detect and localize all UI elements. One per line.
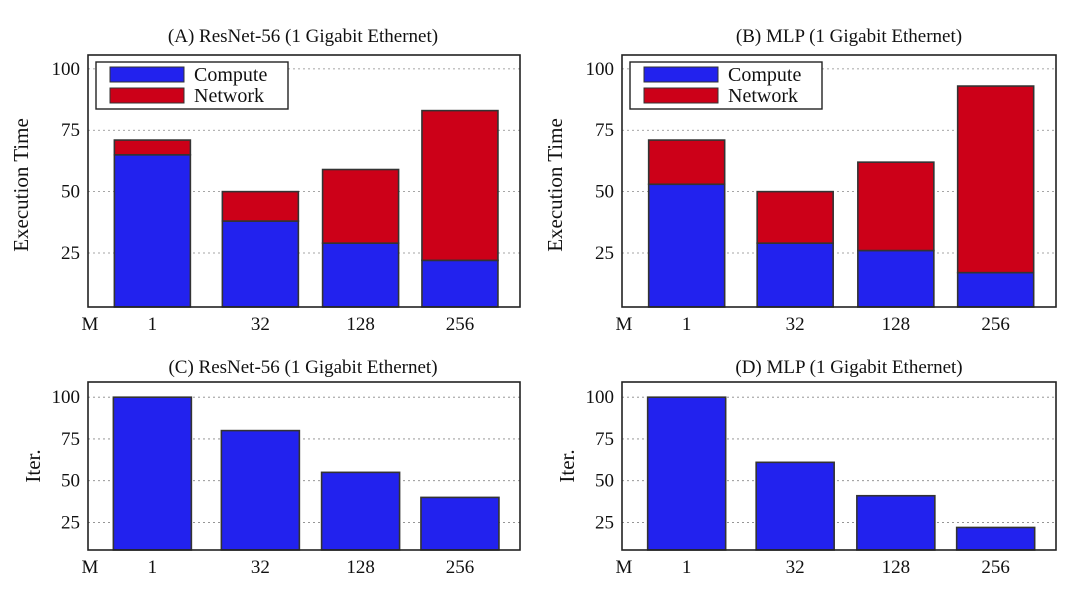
y-tick-label: 100 [586, 59, 615, 80]
x-tick-label: 1 [682, 557, 692, 578]
y-tick-label: 50 [595, 471, 614, 492]
bar-network-256 [956, 85, 1035, 274]
bar-compute-256 [421, 259, 499, 308]
y-tick-label: 25 [61, 512, 80, 533]
plot-frame [621, 381, 1057, 551]
y-tick-label: 25 [595, 512, 614, 533]
chart-panel-b: 1 32 128 256 M 25 50 75 100 (B) MLP (1 Gigabit Et… [543, 26, 1057, 335]
bar-network-32 [221, 190, 300, 222]
chart-panel-c: 1 32 128 256 M 25 50 75 100 (C) ResNet-56 (1 Giga… [21, 357, 521, 578]
chart-title: (C) ResNet-56 (1 Gigabit Ethernet) [168, 357, 437, 378]
x-tick-label: 128 [346, 314, 375, 335]
x-tick-label: 256 [446, 557, 475, 578]
bar-value-128 [320, 471, 401, 551]
x-axis-prefix: M [616, 314, 633, 335]
y-tick-label: 75 [595, 120, 614, 141]
x-tick-label: 32 [251, 557, 270, 578]
bar-value-256 [955, 526, 1036, 551]
x-tick-label: 1 [148, 314, 158, 335]
chart-title: (B) MLP (1 Gigabit Ethernet) [736, 26, 962, 47]
bar-network-32 [756, 190, 834, 244]
y-axis-label: Execution Time [9, 118, 33, 252]
y-tick-label: 50 [595, 182, 614, 203]
x-tick-label: 32 [786, 314, 805, 335]
y-axis-label: Iter. [555, 449, 579, 482]
bar-value-32 [220, 429, 301, 551]
x-tick-label: 32 [786, 557, 805, 578]
y-tick-label: 100 [586, 387, 615, 408]
bar-network-128 [321, 168, 400, 244]
bar-network-1 [647, 139, 726, 186]
x-tick-label: 256 [981, 314, 1010, 335]
chart-title: (A) ResNet-56 (1 Gigabit Ethernet) [168, 26, 438, 47]
legend-swatch-network [109, 87, 185, 104]
x-tick-label: 256 [981, 557, 1010, 578]
bar-compute-32 [756, 242, 834, 308]
chart-panel-a: 1 32 128 256 M 25 50 75 100 (A) ResNet-56 (1 Giga… [9, 26, 521, 335]
legend-swatch-compute [109, 66, 185, 83]
y-tick-label: 75 [595, 429, 614, 450]
legend-label-compute: Compute [728, 64, 801, 86]
bar-compute-1 [647, 183, 726, 308]
bar-compute-128 [857, 249, 935, 308]
chart-panel-d: 1 32 128 256 M 25 50 75 100 (D) MLP (1 Gigabit Et… [555, 357, 1057, 578]
legend-label-network: Network [728, 85, 798, 107]
y-tick-label: 100 [52, 387, 81, 408]
bar-compute-1 [113, 153, 192, 308]
y-tick-label: 50 [61, 182, 80, 203]
bar-network-128 [857, 161, 935, 252]
legend-label-network: Network [194, 85, 264, 107]
bar-compute-256 [956, 271, 1035, 308]
y-tick-label: 25 [595, 243, 614, 264]
bar-value-128 [856, 494, 936, 551]
x-tick-label: 1 [682, 314, 692, 335]
x-tick-label: 128 [882, 314, 911, 335]
x-axis-prefix: M [616, 557, 633, 578]
x-tick-label: 128 [882, 557, 911, 578]
y-tick-label: 50 [61, 471, 80, 492]
bar-value-32 [755, 461, 835, 551]
y-tick-label: 25 [61, 243, 80, 264]
bar-compute-32 [221, 220, 300, 308]
legend-label-compute: Compute [194, 64, 267, 86]
x-tick-label: 32 [251, 314, 270, 335]
bar-network-1 [113, 139, 192, 156]
bar-compute-128 [321, 242, 400, 308]
y-axis-label: Execution Time [543, 118, 567, 252]
x-tick-label: 128 [346, 557, 375, 578]
bar-network-256 [421, 109, 499, 262]
y-tick-label: 75 [61, 429, 80, 450]
plot-frame [87, 54, 521, 308]
y-axis-label: Iter. [21, 449, 45, 482]
plot-frame [621, 54, 1057, 308]
x-axis-prefix: M [82, 557, 99, 578]
x-tick-label: 1 [148, 557, 158, 578]
x-tick-label: 256 [446, 314, 475, 335]
y-tick-label: 75 [61, 120, 80, 141]
legend-swatch-network [643, 87, 719, 104]
bar-value-1 [112, 396, 193, 551]
legend-swatch-compute [643, 66, 719, 83]
bar-value-1 [646, 396, 727, 551]
plot-frame [87, 381, 521, 551]
bar-value-256 [420, 496, 500, 551]
chart-title: (D) MLP (1 Gigabit Ethernet) [735, 357, 962, 378]
x-axis-prefix: M [82, 314, 99, 335]
y-tick-label: 100 [52, 59, 81, 80]
